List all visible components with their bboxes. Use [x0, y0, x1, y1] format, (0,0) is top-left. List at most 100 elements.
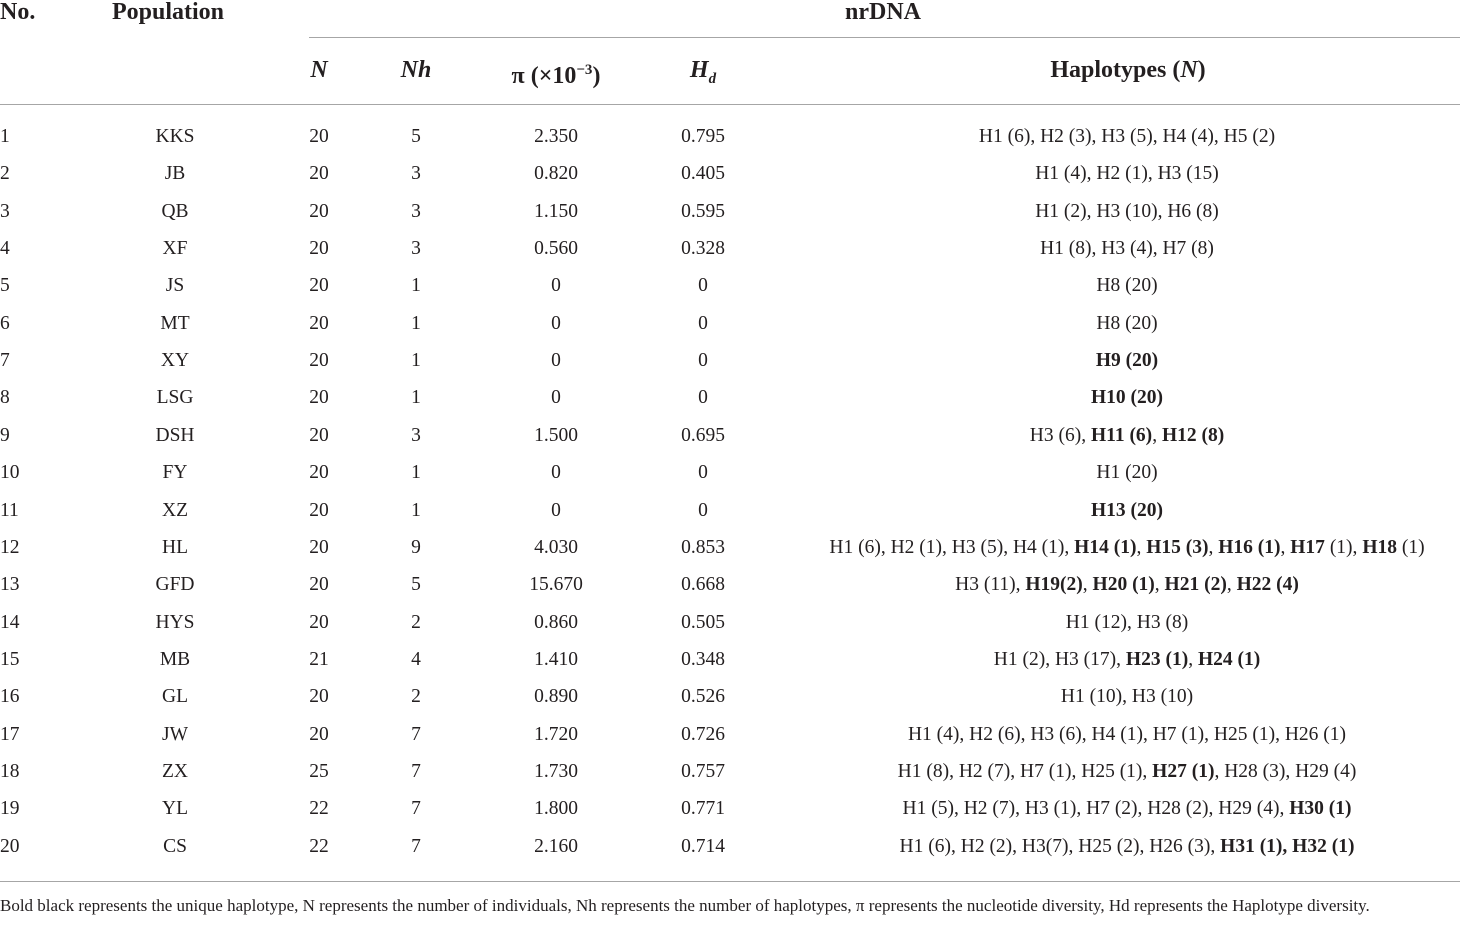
- cell-nh: 9: [411, 536, 421, 558]
- cell-haplotypes: H3 (11), H19(2), H20 (1), H21 (2), H22 (…: [955, 575, 1299, 595]
- cell-population: GL: [162, 686, 188, 708]
- unique-haplotype: H14 (1): [1074, 536, 1137, 558]
- haplotype-text: ,: [1280, 536, 1291, 558]
- cell-pi: 1.800: [534, 798, 578, 820]
- cell-population: MB: [159, 648, 191, 670]
- cell-haplotypes: H13 (20): [1090, 499, 1164, 521]
- unique-haplotype: H22 (4): [1236, 574, 1299, 596]
- cell-no: 9: [0, 424, 10, 446]
- cell-haplotypes: H1 (12), H3 (8): [1065, 611, 1189, 633]
- haplotype-text: H1 (6), H2 (2), H3(7), H25 (2), H26 (3),: [899, 835, 1221, 857]
- cell-population: ZX: [162, 760, 188, 782]
- unique-haplotype: H15 (3): [1146, 536, 1209, 558]
- cell-no: 12: [0, 536, 20, 558]
- header-no: No.: [0, 0, 36, 25]
- cell-haplotypes: H1 (8), H2 (7), H7 (1), H25 (1), H27 (1)…: [898, 760, 1357, 782]
- cell-nh: 1: [411, 275, 421, 297]
- haplotype-text: (1): [1396, 536, 1425, 558]
- haplotype-text: H1 (10), H3 (10): [1060, 686, 1194, 708]
- haplotype-text: H1 (6), H2 (1), H3 (5), H4 (1),: [829, 536, 1075, 558]
- cell-population: GFD: [155, 574, 195, 596]
- haplotype-text: H1 (4), H2 (1), H3 (15): [1035, 163, 1219, 185]
- cell-n: 21: [309, 648, 329, 670]
- cell-no: 16: [0, 686, 20, 708]
- haplotype-text: ,: [1226, 574, 1237, 596]
- cell-haplotypes: H1 (6), H2 (2), H3(7), H25 (2), H26 (3),…: [899, 835, 1355, 857]
- cell-n: 22: [309, 835, 329, 857]
- header-hd: Hd: [689, 57, 717, 87]
- cell-no: 2: [0, 163, 10, 185]
- haplotype-text: H1 (4), H2 (6), H3 (6), H4 (1), H7 (1), …: [907, 723, 1347, 745]
- cell-n: 20: [309, 126, 329, 147]
- unique-haplotype: H10 (20): [1090, 387, 1164, 409]
- cell-n: 20: [309, 312, 329, 334]
- cell-nh: 3: [411, 163, 421, 185]
- cell-hd: 0.695: [681, 424, 725, 446]
- cell-haplotypes: H1 (6), H2 (1), H3 (5), H4 (1), H14 (1),…: [829, 536, 1425, 558]
- unique-haplotype: H13 (20): [1090, 499, 1164, 521]
- cell-n: 25: [309, 760, 329, 782]
- cell-pi: 15.670: [529, 574, 583, 596]
- cell-n: 20: [309, 163, 329, 185]
- header-nh: Nh: [400, 57, 432, 83]
- cell-nh: 3: [411, 200, 421, 222]
- cell-pi: 1.730: [534, 760, 578, 782]
- haplotype-text: (1),: [1324, 536, 1363, 558]
- cell-n: 20: [309, 536, 329, 558]
- haplotype-text: , H28 (3), H29 (4): [1214, 760, 1357, 782]
- unique-haplotype: H31 (1), H32 (1): [1220, 835, 1355, 857]
- cell-no: 3: [0, 200, 10, 222]
- cell-no: 5: [0, 275, 10, 297]
- haplotype-text: ,: [1208, 536, 1219, 558]
- cell-nh: 7: [411, 798, 421, 820]
- haplotype-text: ,: [1154, 574, 1165, 596]
- cell-n: 20: [309, 200, 329, 222]
- cell-haplotypes: H1 (8), H3 (4), H7 (8): [1040, 239, 1214, 259]
- cell-hd: 0.505: [681, 611, 725, 633]
- cell-nh: 1: [411, 350, 421, 372]
- cell-hd: 0.726: [681, 723, 725, 745]
- cell-population: XF: [162, 238, 188, 260]
- cell-n: 20: [309, 387, 329, 409]
- cell-nh: 7: [411, 835, 421, 857]
- unique-haplotype: H20 (1): [1092, 574, 1155, 596]
- cell-haplotypes: H3 (6), H11 (6), H12 (8): [1029, 424, 1225, 446]
- header-pi: π (×10−3): [511, 62, 601, 89]
- cell-population: XZ: [162, 499, 188, 521]
- haplotype-text: H8 (20): [1096, 275, 1158, 297]
- cell-population: KKS: [155, 126, 195, 147]
- cell-population: YL: [162, 798, 188, 820]
- cell-population: XY: [160, 350, 190, 372]
- cell-haplotypes: H10 (20): [1091, 388, 1163, 408]
- cell-hd: 0.714: [681, 835, 725, 857]
- cell-hd: 0.405: [681, 163, 725, 185]
- unique-haplotype: H30 (1): [1289, 798, 1352, 820]
- haplotype-text: ,: [1188, 648, 1198, 670]
- unique-haplotype: H16 (1): [1218, 536, 1281, 558]
- haplotype-text: H3 (6),: [1029, 424, 1091, 446]
- cell-haplotypes: H9 (20): [1096, 351, 1158, 371]
- cell-hd: 0.526: [681, 686, 725, 708]
- haplotype-text: H3 (11),: [955, 574, 1026, 596]
- unique-haplotype: H12 (8): [1161, 424, 1225, 446]
- cell-n: 20: [309, 462, 329, 484]
- unique-haplotype: H9 (20): [1095, 350, 1159, 372]
- cell-nh: 1: [411, 462, 421, 484]
- cell-population: DSH: [155, 424, 195, 446]
- cell-pi: 0: [551, 275, 561, 297]
- haplotype-text: H1 (12), H3 (8): [1065, 611, 1189, 633]
- cell-hd: 0: [698, 462, 708, 484]
- header-population: Population: [112, 0, 225, 25]
- unique-haplotype: H24 (1): [1197, 648, 1261, 670]
- cell-hd: 0.853: [681, 536, 725, 558]
- cell-no: 13: [0, 574, 20, 596]
- cell-no: 18: [0, 760, 20, 782]
- cell-hd: 0: [698, 499, 708, 521]
- haplotype-text: H8 (20): [1096, 312, 1158, 334]
- cell-n: 22: [309, 798, 329, 820]
- header-nrdna: nrDNA: [845, 0, 921, 25]
- haplotype-text: H1 (8), H3 (4), H7 (8): [1040, 238, 1214, 260]
- cell-hd: 0: [698, 275, 708, 297]
- unique-haplotype: H27 (1): [1152, 760, 1215, 782]
- haplotype-text: H1 (6), H2 (3), H3 (5), H4 (4), H5 (2): [978, 126, 1276, 147]
